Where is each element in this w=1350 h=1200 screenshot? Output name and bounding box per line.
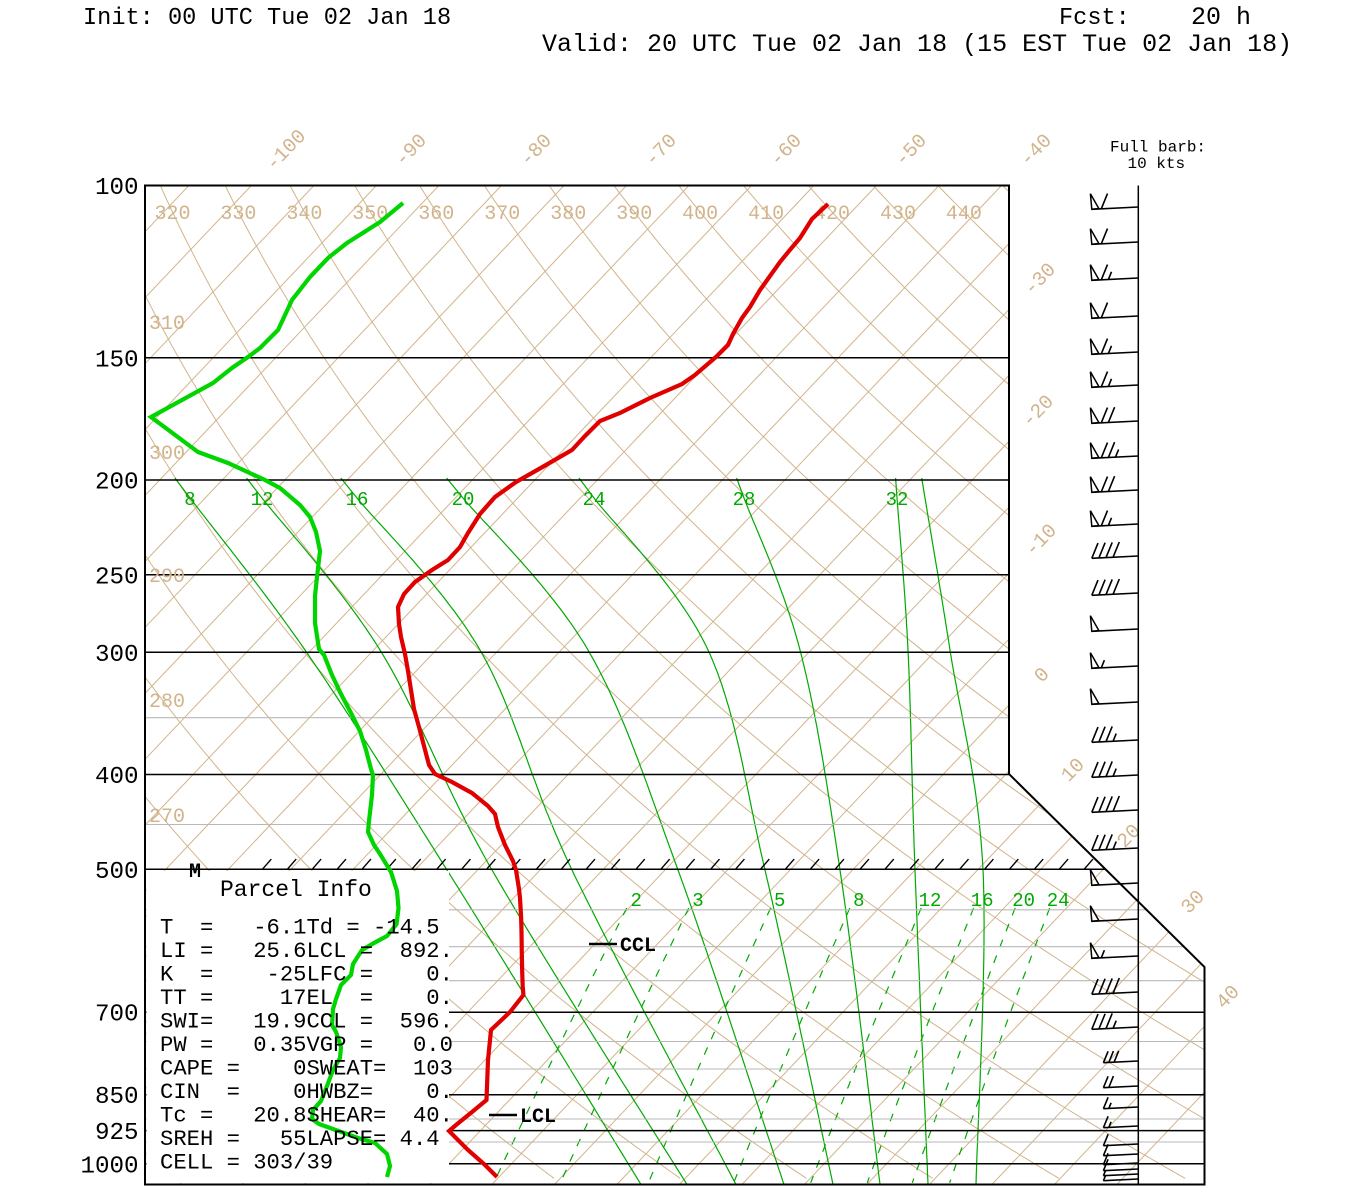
svg-text:400: 400 bbox=[95, 764, 139, 791]
svg-text:LCL: LCL bbox=[520, 1106, 556, 1129]
svg-text:LI = 25.6LCL = 892.: LI = 25.6LCL = 892. bbox=[160, 939, 453, 964]
svg-text:360: 360 bbox=[418, 203, 454, 226]
svg-text:390: 390 bbox=[616, 203, 652, 226]
svg-text:400: 400 bbox=[682, 203, 718, 226]
svg-text:850: 850 bbox=[95, 1084, 139, 1111]
svg-text:430: 430 bbox=[880, 203, 916, 226]
svg-text:16: 16 bbox=[971, 890, 994, 912]
svg-text:370: 370 bbox=[484, 203, 520, 226]
svg-text:270: 270 bbox=[149, 806, 185, 829]
svg-text:Valid: 20 UTC Tue 02 Jan 18 (1: Valid: 20 UTC Tue 02 Jan 18 (15 EST Tue … bbox=[542, 30, 1292, 59]
svg-text:290: 290 bbox=[149, 566, 185, 589]
svg-text:SWI= 19.9CCL = 596.: SWI= 19.9CCL = 596. bbox=[160, 1010, 453, 1035]
svg-text:925: 925 bbox=[95, 1120, 139, 1147]
svg-text:320: 320 bbox=[154, 203, 190, 226]
svg-text:10 kts: 10 kts bbox=[1128, 155, 1186, 173]
svg-text:300: 300 bbox=[149, 443, 185, 466]
svg-text:Tc = 20.8SHEAR= 40.: Tc = 20.8SHEAR= 40. bbox=[160, 1104, 453, 1129]
svg-text:PW = 0.35VGP = 0.0: PW = 0.35VGP = 0.0 bbox=[160, 1033, 453, 1058]
svg-text:TT = 17EL = 0.: TT = 17EL = 0. bbox=[160, 986, 453, 1011]
svg-text:Init: 00 UTC Tue 02 Jan 18: Init: 00 UTC Tue 02 Jan 18 bbox=[83, 5, 451, 32]
svg-text:440: 440 bbox=[946, 203, 982, 226]
svg-text:280: 280 bbox=[149, 691, 185, 714]
svg-text:500: 500 bbox=[95, 859, 139, 886]
svg-text:CIN = 0HWBZ= 0.: CIN = 0HWBZ= 0. bbox=[160, 1080, 453, 1105]
svg-text:24: 24 bbox=[1047, 890, 1070, 912]
svg-text:Full barb:: Full barb: bbox=[1110, 139, 1206, 157]
svg-text:330: 330 bbox=[220, 203, 256, 226]
svg-text:150: 150 bbox=[95, 347, 139, 374]
svg-text:8: 8 bbox=[853, 890, 864, 912]
svg-text:380: 380 bbox=[550, 203, 586, 226]
svg-text:CAPE = 0SWEAT= 103: CAPE = 0SWEAT= 103 bbox=[160, 1057, 453, 1082]
svg-text:Fcst:: Fcst: bbox=[1059, 5, 1130, 32]
svg-text:2: 2 bbox=[630, 890, 641, 912]
svg-text:200: 200 bbox=[95, 470, 139, 497]
svg-text:K = -25LFC = 0.: K = -25LFC = 0. bbox=[160, 963, 453, 988]
svg-text:310: 310 bbox=[149, 313, 185, 336]
svg-text:100: 100 bbox=[95, 175, 139, 202]
svg-text:1000: 1000 bbox=[80, 1153, 138, 1180]
svg-text:250: 250 bbox=[95, 564, 139, 591]
svg-text:8: 8 bbox=[184, 489, 195, 511]
svg-text:410: 410 bbox=[748, 203, 784, 226]
svg-text:20: 20 bbox=[1012, 890, 1035, 912]
svg-text:CCL: CCL bbox=[620, 935, 656, 958]
svg-text:CELL = 303/39: CELL = 303/39 bbox=[160, 1151, 333, 1176]
svg-text:350: 350 bbox=[352, 203, 388, 226]
svg-text:Parcel Info: Parcel Info bbox=[220, 877, 372, 903]
svg-text:340: 340 bbox=[286, 203, 322, 226]
svg-text:300: 300 bbox=[95, 642, 139, 669]
svg-text:700: 700 bbox=[95, 1002, 139, 1029]
svg-text:20 h: 20 h bbox=[1191, 3, 1251, 32]
svg-text:M: M bbox=[189, 861, 201, 884]
svg-text:20: 20 bbox=[452, 489, 475, 511]
svg-text:5: 5 bbox=[774, 890, 785, 912]
svg-text:16: 16 bbox=[346, 489, 369, 511]
svg-text:28: 28 bbox=[733, 489, 756, 511]
svg-text:T = -6.1Td = -14.5: T = -6.1Td = -14.5 bbox=[160, 916, 440, 941]
svg-text:SREH = 55LAPSE= 4.4: SREH = 55LAPSE= 4.4 bbox=[160, 1127, 440, 1152]
svg-text:12: 12 bbox=[251, 489, 274, 511]
svg-text:3: 3 bbox=[692, 890, 703, 912]
svg-text:32: 32 bbox=[886, 489, 909, 511]
svg-text:12: 12 bbox=[919, 890, 942, 912]
svg-text:24: 24 bbox=[583, 489, 606, 511]
